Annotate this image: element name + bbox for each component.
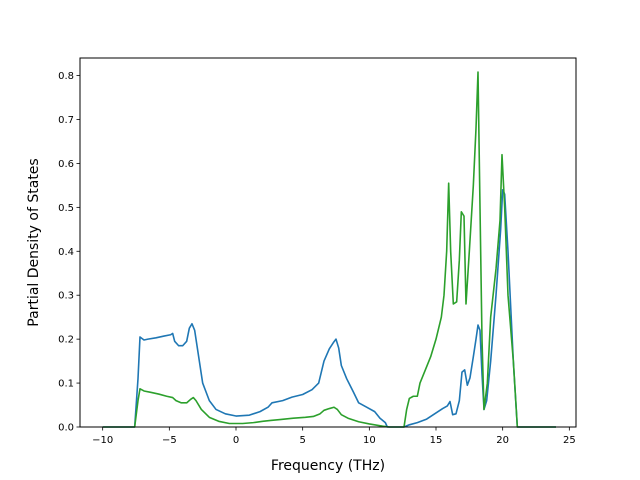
- y-axis-label: Partial Density of States: [26, 158, 42, 326]
- series-line-1: [102, 188, 556, 428]
- x-tick-label: 20: [496, 435, 509, 446]
- y-tick-label: 0.0: [58, 423, 74, 434]
- series-layer: [102, 71, 556, 428]
- x-tick-label: 15: [430, 435, 443, 446]
- y-tick-label: 0.4: [58, 247, 74, 258]
- y-tick-label: 0.1: [58, 379, 74, 390]
- x-axis-label: Frequency (THz): [271, 458, 385, 474]
- x-tick-label: −10: [92, 435, 113, 446]
- y-tick-label: 0.8: [58, 71, 74, 82]
- y-tick-label: 0.7: [58, 115, 74, 126]
- series-line-2: [102, 71, 556, 428]
- x-tick-label: 10: [363, 435, 376, 446]
- x-tick-label: 0: [233, 435, 239, 446]
- x-axis: −10 −5 0 5 10 15 20 25: [92, 427, 576, 446]
- plot-area-frame: [79, 57, 577, 428]
- y-tick-label: 0.2: [58, 335, 74, 346]
- x-tick-label: −5: [162, 435, 177, 446]
- y-tick-label: 0.3: [58, 291, 74, 302]
- x-tick-label: 25: [563, 435, 576, 446]
- y-axis: 0.0 0.1 0.2 0.3 0.4 0.5 0.6 0.7 0.8: [58, 71, 80, 434]
- y-tick-label: 0.5: [58, 203, 74, 214]
- x-tick-label: 5: [299, 435, 305, 446]
- y-tick-label: 0.6: [58, 159, 74, 170]
